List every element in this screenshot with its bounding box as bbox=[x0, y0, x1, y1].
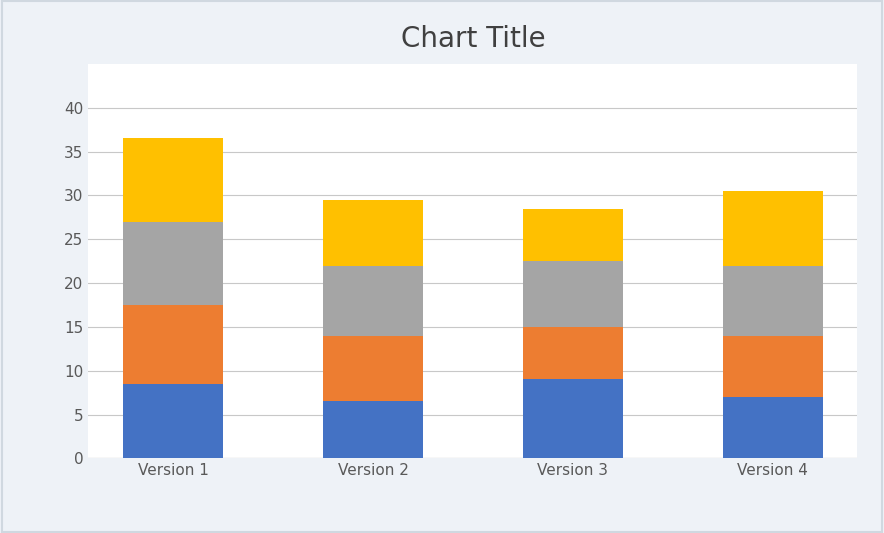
Bar bbox=[324, 265, 423, 336]
Bar bbox=[722, 336, 822, 397]
Bar bbox=[124, 222, 224, 305]
Legend: Consumer rating, Expert rating, Predicted rating, Desired rating: Consumer rating, Expert rating, Predicte… bbox=[190, 528, 756, 533]
Bar bbox=[722, 397, 822, 458]
Title: Chart Title: Chart Title bbox=[400, 25, 545, 53]
Bar bbox=[324, 200, 423, 265]
Bar bbox=[722, 191, 822, 265]
Bar bbox=[522, 208, 622, 261]
Bar bbox=[324, 401, 423, 458]
Bar bbox=[522, 261, 622, 327]
Bar bbox=[124, 139, 224, 222]
Bar bbox=[522, 379, 622, 458]
Bar bbox=[722, 265, 822, 336]
Bar bbox=[324, 336, 423, 401]
Bar bbox=[124, 305, 224, 384]
Bar bbox=[522, 327, 622, 379]
Bar bbox=[124, 384, 224, 458]
